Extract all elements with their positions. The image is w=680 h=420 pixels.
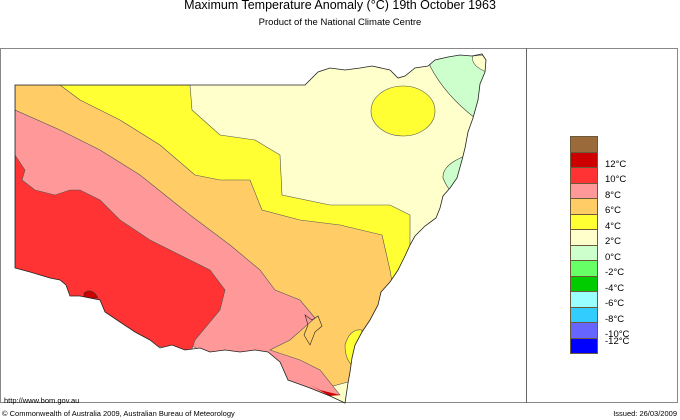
legend-swatch: -4°C bbox=[570, 275, 624, 294]
legend-label: 6°C bbox=[605, 205, 621, 216]
legend-label: 2°C bbox=[605, 236, 621, 247]
legend-swatch: 2°C bbox=[570, 229, 621, 247]
source-url[interactable]: http://www.bom.gov.au bbox=[4, 396, 80, 405]
legend-swatch bbox=[570, 136, 598, 153]
legend-swatch: -2°C bbox=[570, 260, 624, 278]
legend-swatch: 10°C bbox=[570, 167, 626, 185]
legend-swatch: 0°C bbox=[570, 244, 621, 263]
map-subtitle: Product of the National Climate Centre bbox=[258, 17, 422, 28]
legend-swatch: -10°C bbox=[570, 322, 629, 340]
legend-swatch: 12°C bbox=[570, 151, 626, 170]
map-title: Maximum Temperature Anomaly (°C) 19th Oc… bbox=[184, 0, 496, 12]
legend-label: 0°C bbox=[605, 251, 621, 263]
legend-label: 10°C bbox=[605, 174, 627, 185]
legend-label: -6°C bbox=[605, 298, 625, 309]
color-legend: 12°C 10°C 8°C 6°C 4°C 2°C 0°C -2°C -4°C … bbox=[570, 136, 629, 354]
legend-label: 12°C bbox=[605, 158, 627, 170]
legend-label: 4°C bbox=[605, 220, 621, 232]
legend-swatch: -6°C bbox=[570, 291, 624, 309]
issued-date: Issued: 26/03/2009 bbox=[613, 409, 677, 418]
legend-label: 8°C bbox=[605, 189, 621, 201]
legend-label: -2°C bbox=[605, 267, 625, 278]
copyright-notice: © Commonwealth of Australia 2009, Austra… bbox=[2, 409, 235, 418]
legend-swatch: 8°C bbox=[570, 182, 621, 201]
legend-swatch: 4°C bbox=[570, 213, 621, 232]
legend-swatch: 6°C bbox=[570, 198, 621, 216]
legend-swatch: -12°C bbox=[570, 336, 629, 354]
legend-label: -4°C bbox=[605, 282, 625, 294]
legend-swatch: -8°C bbox=[570, 306, 624, 325]
legend-label: -12°C bbox=[605, 335, 630, 347]
legend-label: -10°C bbox=[605, 329, 630, 340]
map-frame bbox=[0, 48, 678, 403]
legend-label: -8°C bbox=[605, 313, 625, 325]
legend-divider bbox=[526, 48, 527, 403]
